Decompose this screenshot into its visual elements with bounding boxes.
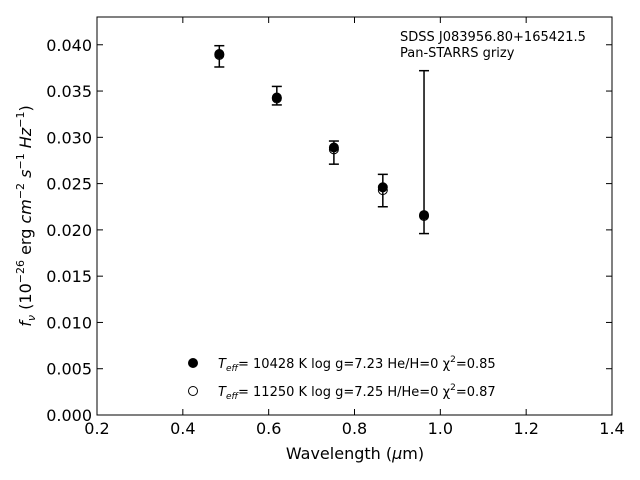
annotation-survey: Pan-STARRS grizy bbox=[400, 46, 515, 61]
legend-2-text: = 11250 K log g=7.25 H/He=0 χ bbox=[238, 385, 451, 400]
x-tick-label: 0.4 bbox=[170, 419, 195, 438]
legend-2-chi: =0.87 bbox=[456, 385, 496, 400]
y-axis: 0.000 0.005 0.010 0.015 0.020 0.025 0.030 0.035… bbox=[46, 36, 612, 425]
legend-1-chi: =0.85 bbox=[456, 357, 496, 372]
annotation-object: SDSS J083956.80+165421.5 bbox=[400, 30, 586, 45]
x-tick-label: 0.2 bbox=[84, 419, 109, 438]
y-tick-label: 0.010 bbox=[46, 313, 92, 332]
model-point-open bbox=[271, 93, 282, 104]
y-axis-label: fν (10−26 erg cm−2 s−1 Hz−1) bbox=[14, 105, 38, 326]
x-tick-label: 0.6 bbox=[256, 419, 281, 438]
legend-entry-2: Teff= 11250 K log g=7.25 H/He=0 χ2=0.87 bbox=[218, 383, 496, 402]
legend-1-text: = 10428 K log g=7.23 He/H=0 χ bbox=[238, 357, 451, 372]
x-axis: 0.2 0.4 0.6 0.8 1.0 1.2 1.4 bbox=[84, 17, 625, 438]
model-point-open bbox=[377, 185, 388, 196]
y-tick-label: 0.015 bbox=[46, 267, 92, 286]
legend-marker-open bbox=[188, 386, 198, 396]
legend-marker-filled bbox=[188, 358, 198, 368]
legend-entry-1: Teff= 10428 K log g=7.23 He/H=0 χ2=0.85 bbox=[218, 355, 496, 374]
y-tick-label: 0.005 bbox=[46, 360, 92, 379]
y-tick-label: 0.025 bbox=[46, 175, 92, 194]
model-point-open bbox=[419, 211, 430, 221]
y-tick-label: 0.000 bbox=[46, 406, 92, 425]
x-tick-label: 0.8 bbox=[342, 419, 367, 438]
model-point-open bbox=[214, 49, 225, 60]
model-point-filled bbox=[377, 182, 388, 193]
model-point-filled bbox=[328, 142, 339, 153]
x-tick-label: 1.2 bbox=[513, 419, 538, 438]
y-tick-label: 0.035 bbox=[46, 82, 92, 101]
data-points bbox=[214, 49, 430, 221]
x-tick-label: 1.4 bbox=[599, 419, 624, 438]
model-point-open bbox=[328, 144, 339, 155]
plot-area bbox=[96, 16, 613, 416]
legend: Teff= 10428 K log g=7.23 He/H=0 χ2=0.85 … bbox=[188, 355, 496, 402]
x-axis-label: Wavelength (μm) bbox=[286, 444, 424, 463]
y-tick-label: 0.030 bbox=[46, 128, 92, 147]
y-tick-label: 0.020 bbox=[46, 221, 92, 240]
x-tick-label: 1.0 bbox=[428, 419, 453, 438]
y-tick-label: 0.040 bbox=[46, 36, 92, 55]
